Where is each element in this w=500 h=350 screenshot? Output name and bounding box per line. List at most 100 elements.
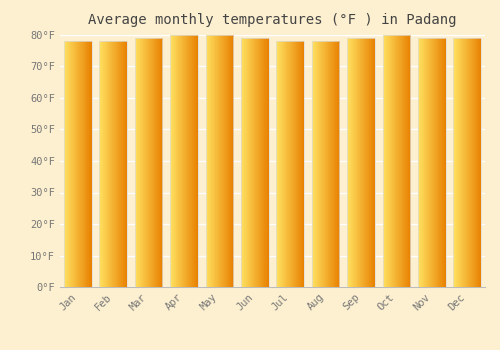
Bar (299, 41, 300, 287)
Bar (466, 38, 468, 287)
Bar (325, 41, 326, 287)
Bar (172, 35, 174, 287)
Bar (330, 41, 332, 287)
Bar (78, 41, 79, 287)
Bar (190, 35, 191, 287)
Bar (370, 38, 371, 287)
Bar (140, 38, 141, 287)
Bar (322, 41, 323, 287)
Bar (266, 38, 268, 287)
Bar (76, 41, 78, 287)
Bar (111, 41, 112, 287)
Bar (382, 35, 384, 287)
Bar (118, 41, 120, 287)
Bar (382, 35, 410, 287)
Bar (88, 41, 89, 287)
Bar (334, 41, 335, 287)
Bar (182, 35, 183, 287)
Bar (252, 38, 254, 287)
Bar (81, 41, 82, 287)
Bar (106, 41, 108, 287)
Bar (209, 35, 210, 287)
Bar (139, 38, 140, 287)
Bar (445, 38, 446, 287)
Bar (460, 38, 462, 287)
Bar (170, 35, 198, 287)
Bar (216, 35, 217, 287)
Bar (192, 35, 194, 287)
Bar (298, 41, 300, 287)
Bar (148, 38, 150, 287)
Bar (258, 38, 260, 287)
Bar (170, 35, 171, 287)
Bar (176, 35, 178, 287)
Bar (326, 41, 328, 287)
Bar (434, 38, 436, 287)
Bar (278, 41, 279, 287)
Bar (278, 41, 280, 287)
Bar (241, 38, 268, 287)
Bar (361, 38, 362, 287)
Bar (177, 35, 178, 287)
Bar (350, 38, 352, 287)
Bar (276, 41, 304, 287)
Bar (149, 38, 150, 287)
Bar (384, 35, 386, 287)
Bar (297, 41, 298, 287)
Bar (114, 41, 115, 287)
Bar (80, 41, 81, 287)
Bar (422, 38, 424, 287)
Bar (464, 38, 465, 287)
Bar (155, 38, 156, 287)
Bar (373, 38, 374, 287)
Bar (218, 35, 219, 287)
Bar (66, 41, 68, 287)
Bar (455, 38, 456, 287)
Bar (338, 41, 340, 287)
Bar (302, 41, 304, 287)
Bar (252, 38, 253, 287)
Bar (289, 41, 290, 287)
Bar (408, 35, 409, 287)
Bar (282, 41, 284, 287)
Bar (350, 38, 351, 287)
Bar (332, 41, 334, 287)
Bar (210, 35, 211, 287)
Bar (244, 38, 245, 287)
Bar (84, 41, 85, 287)
Bar (356, 38, 358, 287)
Bar (368, 38, 369, 287)
Bar (427, 38, 428, 287)
Bar (330, 41, 331, 287)
Bar (429, 38, 430, 287)
Bar (100, 41, 102, 287)
Bar (418, 38, 446, 287)
Bar (366, 38, 368, 287)
Bar (366, 38, 367, 287)
Bar (186, 35, 187, 287)
Bar (318, 41, 320, 287)
Bar (114, 41, 116, 287)
Bar (279, 41, 280, 287)
Bar (91, 41, 92, 287)
Bar (338, 41, 339, 287)
Bar (259, 38, 260, 287)
Bar (324, 41, 326, 287)
Bar (295, 41, 296, 287)
Bar (160, 38, 162, 287)
Bar (364, 38, 366, 287)
Bar (188, 35, 189, 287)
Bar (246, 38, 248, 287)
Bar (360, 38, 362, 287)
Bar (480, 38, 481, 287)
Bar (277, 41, 278, 287)
Bar (206, 35, 208, 287)
Bar (312, 41, 314, 287)
Bar (336, 41, 337, 287)
Bar (256, 38, 257, 287)
Bar (120, 41, 122, 287)
Bar (247, 38, 248, 287)
Bar (473, 38, 474, 287)
Bar (316, 41, 317, 287)
Bar (243, 38, 244, 287)
